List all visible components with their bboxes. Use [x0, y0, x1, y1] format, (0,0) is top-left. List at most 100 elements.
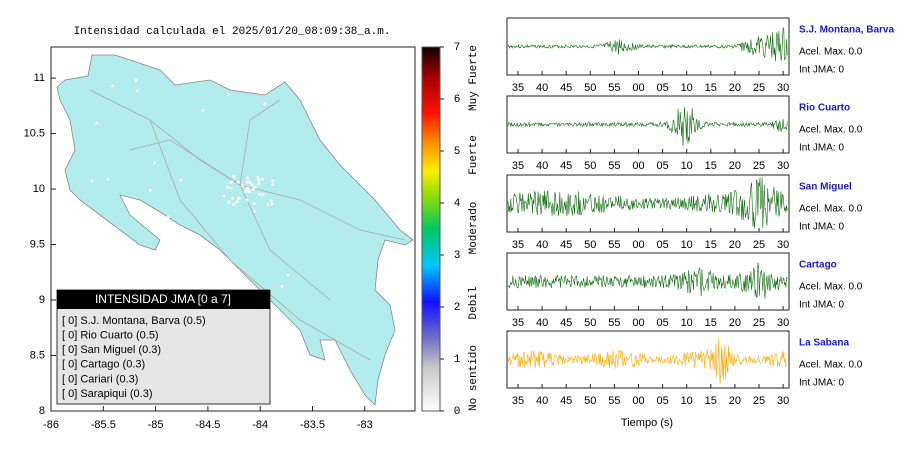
map: -86 -85.5 -85 -84.5 -84 -83.5 -83 8 8.5 9 9.5 10 10.… [24, 46, 416, 431]
colorbar-tick-label: 1 [454, 354, 461, 366]
x-tick-label: 25 [753, 82, 765, 94]
station-dot [230, 180, 234, 184]
x-tick-label: 25 [753, 317, 765, 329]
legend-entry: [ 0] Cariari (0.3) [62, 373, 138, 385]
x-tick-label: 10 [681, 317, 693, 329]
colorbar-label: Moderado [468, 202, 480, 255]
station-dot [231, 196, 235, 200]
station-dot [271, 179, 275, 183]
waveform [507, 262, 788, 299]
colorbar-tick-label: 0 [454, 406, 461, 418]
x-tick-label: 25 [753, 160, 765, 172]
colorbar-label: Debil [468, 286, 480, 319]
station-dot [260, 177, 264, 181]
y-tick-label: 10.5 [24, 127, 45, 139]
road [129, 139, 241, 186]
station-dot [227, 201, 231, 205]
station-dot [309, 116, 313, 120]
x-tick-label: 40 [536, 395, 548, 407]
x-tick-label: -84 [252, 419, 268, 431]
x-tick-label: 45 [560, 317, 572, 329]
x-tick-label: 15 [705, 82, 717, 94]
station-dot [247, 180, 251, 184]
colorbar-tick-label: 2 [454, 302, 461, 314]
station-dot [263, 102, 267, 106]
station-dot [135, 88, 139, 92]
station-name: Rio Cuarto [799, 103, 850, 114]
station-name: S.J. Montana, Barva [799, 25, 894, 36]
x-tick-label: 45 [560, 82, 572, 94]
x-tick-label: -84.5 [195, 419, 220, 431]
waveform [507, 26, 788, 62]
colorbar-label: Fuerte [468, 135, 480, 175]
station-dot [111, 84, 115, 88]
jma-intensity: Int JMA: 0 [799, 300, 844, 311]
map-frame [50, 46, 416, 412]
station-dot [229, 186, 233, 190]
station-dot [257, 192, 261, 196]
x-tick-label: 50 [584, 160, 596, 172]
x-tick-label: 20 [729, 395, 741, 407]
legend-entry: [ 0] S.J. Montana, Barva (0.5) [62, 315, 206, 327]
legend-entry: [ 0] Rio Cuarto (0.5) [62, 330, 159, 342]
station-dot [257, 181, 261, 185]
station-dot [252, 209, 256, 213]
station-dot [152, 161, 156, 165]
station-dot [253, 185, 257, 189]
x-tick-label: 35 [512, 239, 524, 251]
legend-entry: [ 0] San Miguel (0.3) [62, 344, 161, 356]
station-dot [201, 109, 205, 113]
x-tick-label: 35 [512, 395, 524, 407]
station-dot [222, 194, 226, 198]
x-tick-label: 15 [705, 160, 717, 172]
x-tick-label: 55 [608, 160, 620, 172]
x-tick-label: 10 [681, 82, 693, 94]
legend-header [57, 290, 270, 309]
station-dot [232, 203, 236, 207]
x-tick-label: 35 [512, 160, 524, 172]
x-tick-label: 05 [656, 395, 668, 407]
station-dot [226, 93, 230, 97]
x-tick-label: 10 [681, 160, 693, 172]
x-tick-label: 10 [681, 395, 693, 407]
y-tick-label: 9.5 [30, 238, 45, 250]
colorbar-label: No sentido [468, 345, 480, 411]
x-tick-label: 15 [705, 395, 717, 407]
waveforms: 35 40 45 50 55 00 05 10 15 20 25 30 S.J. Montana, Ba… [506, 17, 894, 407]
x-tick-label: 30 [777, 82, 789, 94]
x-tick-label: 05 [656, 160, 668, 172]
x-tick-label: 20 [729, 82, 741, 94]
waveform [507, 106, 788, 147]
station-name: Cartago [799, 260, 837, 271]
x-tick-label: 50 [584, 239, 596, 251]
x-tick-label: 30 [777, 239, 789, 251]
station-dot [246, 186, 250, 190]
jma-intensity: Int JMA: 0 [799, 222, 844, 233]
x-tick-label: 15 [705, 239, 717, 251]
colorbar-tick-label: 4 [454, 198, 461, 210]
station-dot [256, 175, 260, 179]
land [56, 54, 414, 406]
x-tick-label: 55 [608, 317, 620, 329]
y-tick-label: 11 [34, 72, 45, 84]
x-tick-label: 30 [777, 317, 789, 329]
station-dot [106, 178, 110, 182]
station-dot [225, 185, 229, 189]
station-dot [237, 196, 241, 200]
station-dot [179, 178, 183, 182]
station-dot [248, 190, 252, 194]
station-dot [324, 119, 328, 123]
x-axis-label: Tiempo (s) [621, 417, 673, 429]
x-tick-label: 35 [512, 82, 524, 94]
legend-entry: [ 0] Sarapiqui (0.3) [62, 388, 153, 400]
station-name: San Miguel [799, 182, 852, 193]
x-tick-label: -83.5 [300, 419, 325, 431]
colorbar-tick-label: 5 [454, 146, 461, 158]
map-title: Intensidad calculada el 2025/01/20_08:09… [74, 26, 391, 38]
x-tick-label: 05 [656, 239, 668, 251]
station-dot [246, 176, 250, 180]
x-tick-label: 40 [536, 317, 548, 329]
station-dot [134, 78, 138, 82]
legend-entry: [ 0] Cartago (0.3) [62, 359, 145, 371]
